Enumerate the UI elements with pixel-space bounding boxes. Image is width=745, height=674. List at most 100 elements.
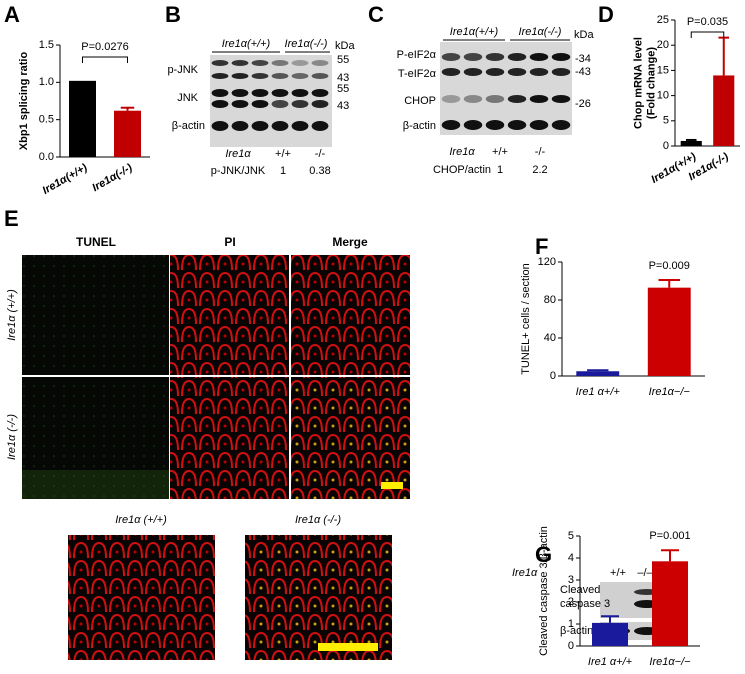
- blot-band: [291, 121, 309, 131]
- y-tick-label: 3: [568, 574, 574, 586]
- blot-row-label: β-actin: [403, 120, 436, 132]
- row-label: Ire1α (-/-): [6, 414, 18, 460]
- blot-band: [507, 95, 527, 103]
- blot-row-label: p-JNK: [167, 64, 198, 76]
- table-cell: +/+: [492, 146, 508, 158]
- y-axis-label: (Fold change): [645, 47, 657, 119]
- blot-band: [291, 73, 309, 79]
- blot-band: [551, 120, 571, 130]
- x-tick-label: Ire1 α+/+: [588, 656, 633, 668]
- y-tick-label: 0: [663, 140, 669, 152]
- blot-header: –/–: [637, 567, 653, 579]
- y-tick-label: 5: [568, 530, 574, 542]
- blot-band: [291, 89, 309, 97]
- annotation: P=0.035: [687, 16, 728, 28]
- blot-band: [441, 68, 461, 76]
- y-tick-label: 80: [544, 294, 556, 306]
- blot-bands: [211, 60, 329, 131]
- row-label: Ire1α (+/+): [6, 289, 18, 341]
- column-header: TUNEL: [76, 235, 116, 249]
- y-tick-label: 0: [550, 370, 556, 382]
- column-header: Merge: [332, 235, 368, 249]
- blot-band: [231, 73, 249, 79]
- blot-band: [529, 120, 549, 130]
- blot-band: [463, 95, 483, 103]
- y-axis-label: Xbp1 splicing ratio: [18, 52, 30, 151]
- blot-band: [251, 73, 269, 79]
- bar: [680, 140, 702, 146]
- blot-row-label: P-eIF2α: [397, 49, 437, 61]
- blot-band: [251, 60, 269, 66]
- blot-row-label: T-eIF2α: [398, 68, 437, 80]
- blot-band: [551, 68, 571, 76]
- y-tick-label: 15: [657, 64, 669, 76]
- scale-bar: [381, 482, 403, 489]
- kda-label: kDa: [335, 40, 355, 52]
- blot-band: [507, 68, 527, 76]
- bar: [652, 561, 688, 646]
- blot-band: [251, 89, 269, 97]
- micrograph: [291, 255, 410, 375]
- column-header: PI: [224, 235, 235, 249]
- blot-band: [529, 95, 549, 103]
- table-cell: 0.38: [309, 165, 330, 177]
- blot-band: [211, 73, 229, 79]
- blot-bands: [441, 53, 571, 130]
- panel-letter: C: [368, 2, 384, 27]
- y-tick-label: 1.5: [39, 39, 54, 51]
- blot-band: [485, 68, 505, 76]
- y-tick-label: 10: [657, 90, 669, 102]
- annotation: P=0.001: [649, 530, 690, 542]
- y-tick-label: 25: [657, 14, 669, 26]
- kda-marker: -34: [575, 53, 591, 65]
- y-axis-label: Cleaved caspase 3/β-actin: [538, 526, 550, 656]
- blot-band: [311, 60, 329, 66]
- annotation: P=0.0276: [81, 41, 128, 53]
- blot-band: [551, 95, 571, 103]
- blot-band: [463, 53, 483, 61]
- blot-row-label: β-actin: [172, 120, 205, 132]
- x-tick-label: Ire1α(+/+): [40, 162, 89, 197]
- blot-header: Ire1α(-/-): [285, 38, 328, 50]
- kda-marker: 43: [337, 100, 349, 112]
- y-tick-label: 1: [568, 618, 574, 630]
- blot-image: [440, 42, 572, 135]
- micrograph: [245, 535, 392, 660]
- blot-band: [311, 73, 329, 79]
- bar: [114, 110, 141, 157]
- blot-band: [291, 100, 309, 108]
- table-cell: p-JNK/JNK: [211, 165, 266, 177]
- blot-band: [291, 60, 309, 66]
- kda-marker: -43: [575, 66, 591, 78]
- blot-header: Ire1α: [512, 567, 538, 579]
- y-tick-label: 20: [657, 39, 669, 51]
- zoom-label: Ire1α (-/-): [295, 514, 341, 526]
- blot-header: Ire1α(+/+): [450, 26, 499, 38]
- panel-letter: G: [535, 542, 552, 567]
- micrograph: [22, 377, 169, 499]
- micrograph: [170, 255, 289, 375]
- micrograph: [22, 255, 169, 375]
- blot-band: [551, 53, 571, 61]
- blot-band: [507, 120, 527, 130]
- panel-letter: A: [4, 2, 20, 27]
- blot-band: [463, 120, 483, 130]
- blot-band: [311, 121, 329, 131]
- significance-bracket: [690, 31, 725, 38]
- micrograph: [291, 377, 410, 499]
- x-tick-label: Ire1α(-/-): [90, 162, 134, 195]
- blot-band: [271, 60, 289, 66]
- y-tick-label: 5: [663, 115, 669, 127]
- blot-band: [211, 89, 229, 97]
- blot-band: [211, 100, 229, 108]
- blot-header: +/+: [610, 567, 626, 579]
- y-tick-label: 1.0: [39, 76, 54, 88]
- bar: [576, 371, 620, 376]
- blot-band: [441, 95, 461, 103]
- blot-band: [485, 120, 505, 130]
- blot-band: [507, 53, 527, 61]
- blot-band: [529, 53, 549, 61]
- kda-marker: -26: [575, 98, 591, 110]
- table-cell: -/-: [315, 148, 326, 160]
